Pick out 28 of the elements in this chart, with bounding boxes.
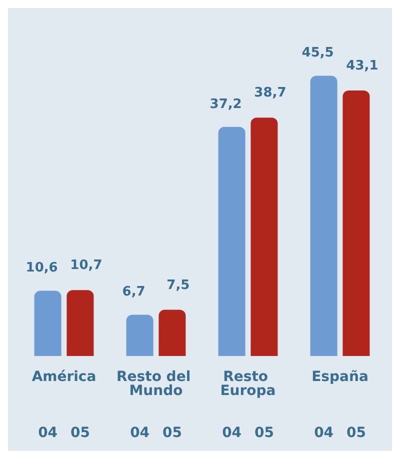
- bar: [250, 118, 278, 356]
- data-label: 37,2: [210, 96, 242, 112]
- text: 05: [254, 425, 274, 441]
- data-label: 10,7: [70, 258, 102, 274]
- data-label: 10,6: [26, 260, 58, 276]
- text: 04: [314, 425, 334, 441]
- x-tick-label: Resto del Mundo: [116, 369, 196, 399]
- text: 04: [222, 425, 242, 441]
- text: 05: [346, 425, 366, 441]
- x-tick-label: Resto Europa: [220, 369, 276, 399]
- bar: [310, 76, 338, 356]
- data-label: 6,7: [122, 284, 146, 300]
- bar: [66, 290, 94, 356]
- data-label: 7,5: [166, 278, 190, 293]
- data-label: 38,7: [254, 86, 286, 101]
- text: 04: [38, 425, 58, 441]
- x-tick-label: América: [32, 369, 96, 385]
- bar: [126, 314, 154, 356]
- data-label: 43,1: [346, 58, 378, 74]
- bar: [158, 310, 186, 356]
- bar: [342, 90, 370, 356]
- bar: [218, 126, 246, 356]
- text: 05: [70, 425, 90, 441]
- text: 04: [130, 425, 150, 441]
- text: 05: [162, 425, 182, 441]
- data-label: 45,5: [302, 46, 334, 61]
- bar: [34, 290, 62, 356]
- x-tick-label: España: [312, 369, 368, 385]
